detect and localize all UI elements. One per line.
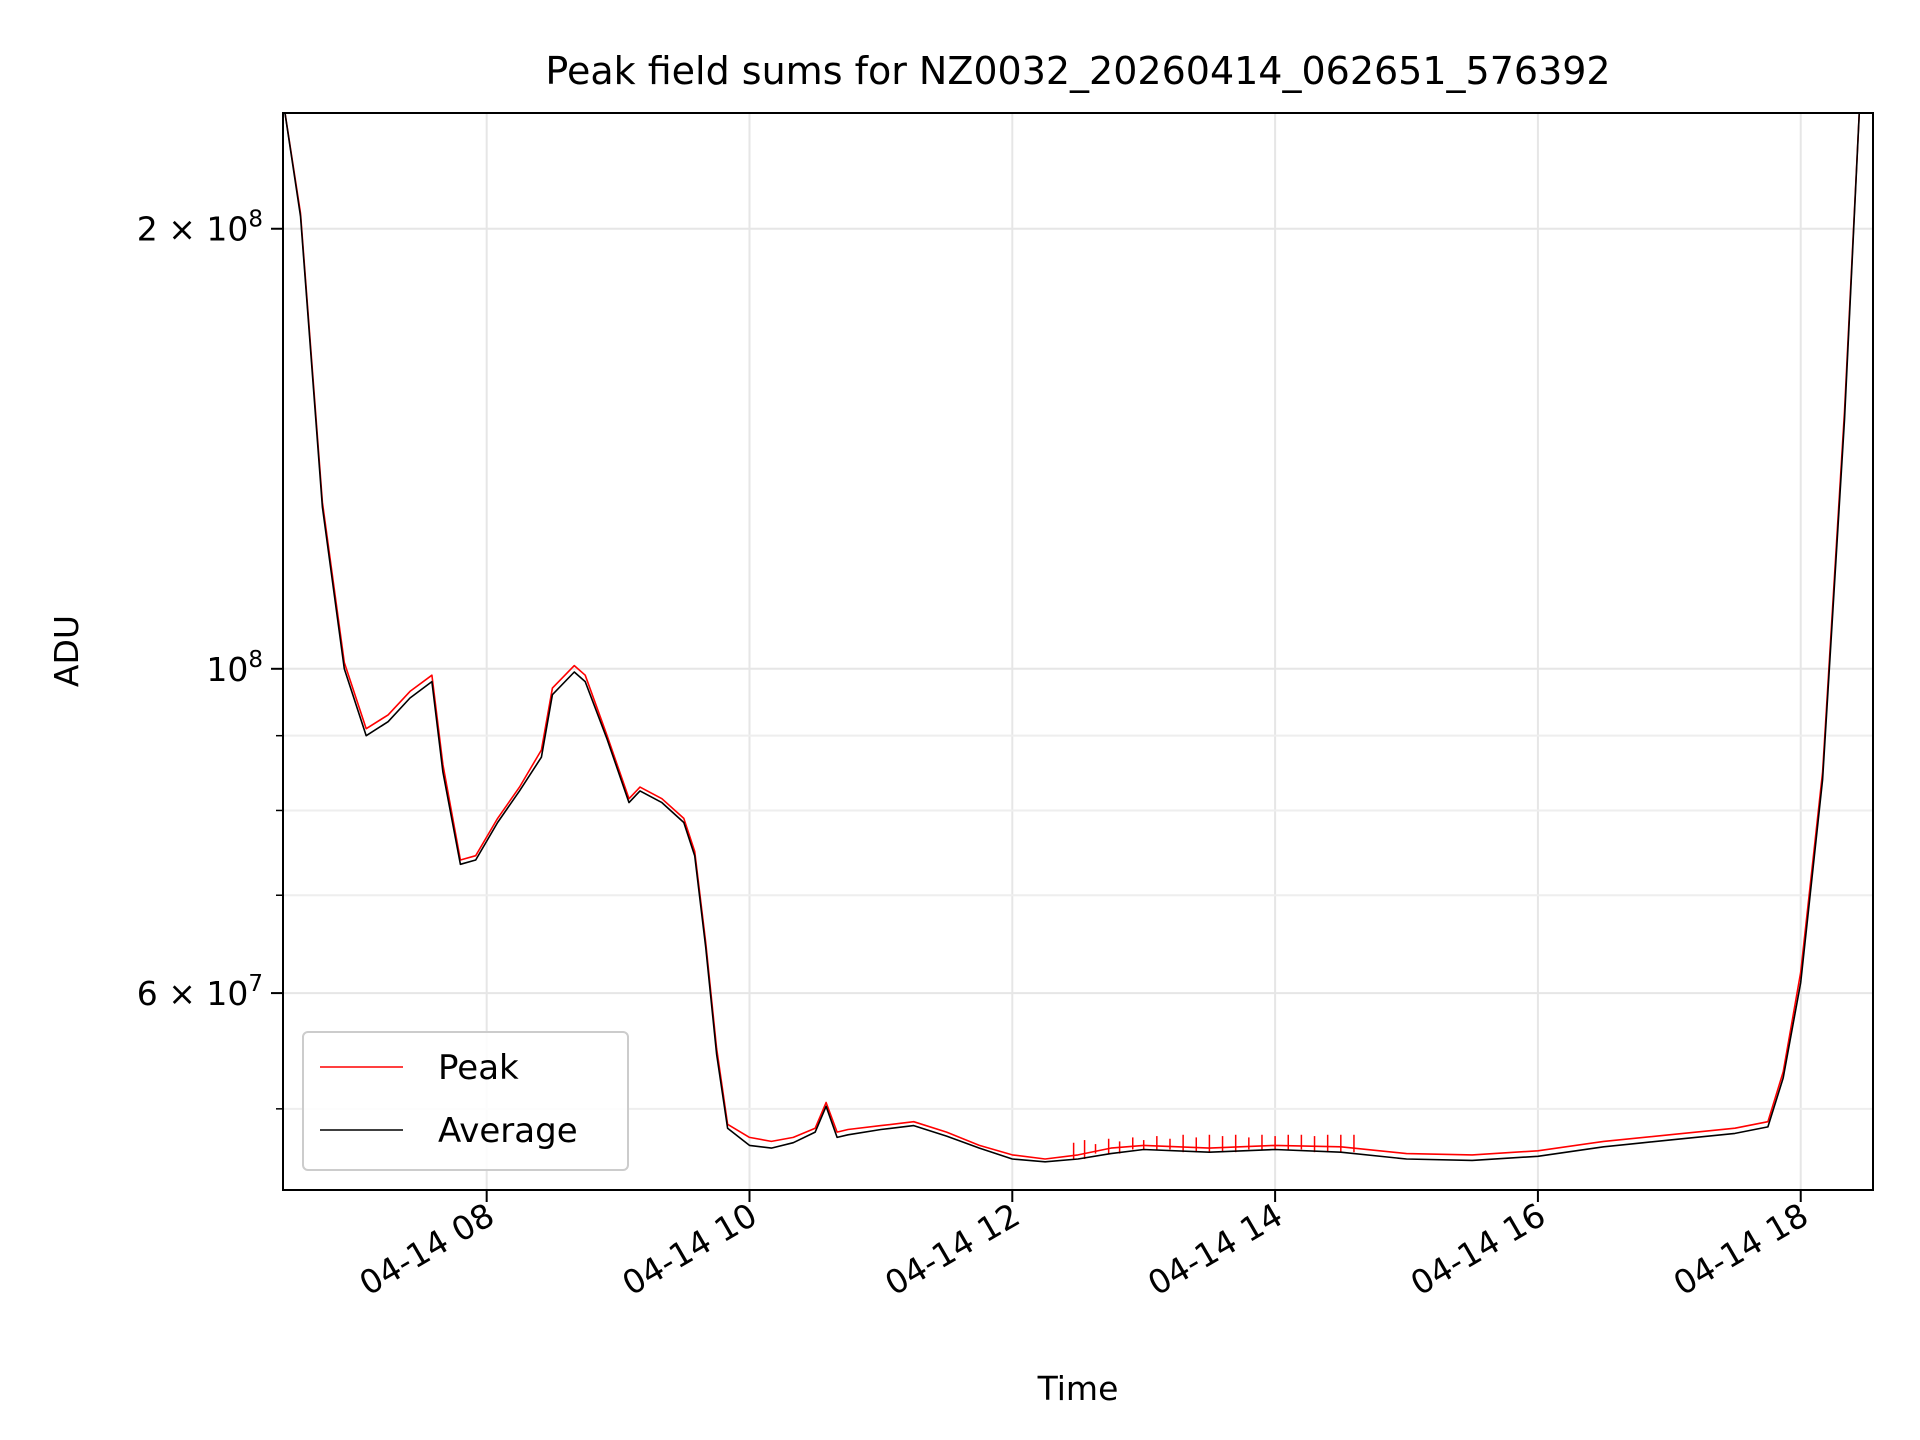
y-axis-label: ADU [47,615,86,687]
x-axis-label: Time [1037,1369,1119,1408]
plot-area [284,113,1861,1163]
legend-label-peak: Peak [438,1048,519,1088]
chart-title: Peak field sums for NZ0032_20260414_0626… [545,49,1610,93]
y-tick-label: 2 × 108 [137,207,263,249]
axes-frame [282,112,1874,1191]
legend: Peak Average [302,1031,629,1171]
series-line-peak [284,113,1861,1160]
grid [283,113,1873,1190]
y-tick-label: 6 × 107 [137,971,263,1013]
y-tick-label: 108 [206,647,263,689]
legend-label-average: Average [438,1111,578,1151]
series-line-average [284,113,1861,1163]
